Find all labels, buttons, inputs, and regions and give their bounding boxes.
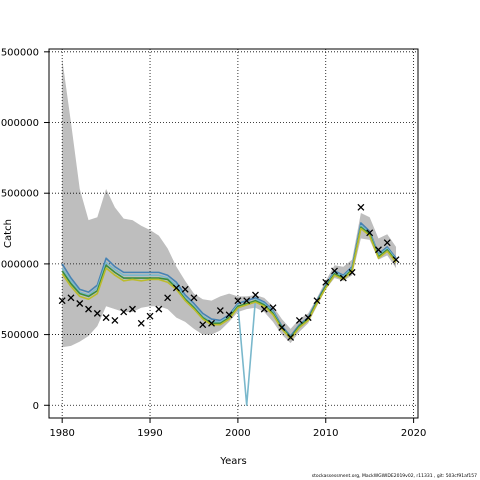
observed-catch-marker-2002	[252, 291, 259, 299]
observed-catch-marker-1990	[146, 312, 154, 320]
observed-catch-marker-1980	[58, 297, 66, 305]
x-tick-label-2010: 2010	[313, 428, 338, 439]
series-line-3	[61, 226, 397, 339]
y-tick-label-1000000: 1000000	[0, 259, 39, 270]
observed-catch-marker-2006	[287, 333, 295, 341]
series-line-4	[61, 227, 397, 340]
x-tick-label-2000: 2000	[225, 428, 250, 439]
observed-catch-marker-1992	[164, 294, 172, 302]
plot-frame	[48, 48, 419, 419]
observed-catch-marker-2004	[269, 304, 277, 312]
observed-catch-marker-1994	[181, 285, 189, 293]
observed-catch-marker-2018	[392, 256, 400, 264]
observed-catch-marker-2003	[260, 305, 268, 313]
footer-credit: stockassessment.org, MackWGWIDE2019v02, …	[311, 474, 477, 479]
observed-catch-marker-2015	[366, 229, 374, 237]
observed-catch-marker-1991	[155, 305, 163, 313]
y-tick-label-2500000: 2500000	[0, 47, 39, 58]
y-tick-label-2000000: 2000000	[0, 118, 39, 129]
observed-catch-marker-2005	[278, 324, 286, 331]
observed-catch-marker-2014	[357, 203, 365, 211]
y-axis: 0 500000 1000000 1500000 2000000 2500000	[0, 47, 49, 412]
observed-catch-marker-1996	[199, 321, 207, 329]
x-tick-label-1990: 1990	[137, 428, 162, 439]
observed-catch-marker-2001	[243, 297, 251, 305]
x-axis: 1980 1990 2000 2010 2020	[49, 418, 426, 439]
observed-catch-marker-1989	[137, 319, 145, 327]
y-axis-title: Catch	[3, 219, 14, 248]
y-tick-label-500000: 500000	[1, 330, 39, 341]
observed-catch-marker-1981	[67, 294, 75, 302]
observed-catch-layer	[58, 203, 400, 341]
observed-catch-marker-1998	[216, 307, 224, 315]
observed-catch-marker-2017	[383, 239, 391, 247]
x-tick-label-2020: 2020	[401, 428, 426, 439]
y-tick-label-0: 0	[33, 401, 39, 412]
observed-catch-marker-1995	[190, 294, 198, 302]
observed-catch-marker-1984	[93, 309, 101, 317]
observed-catch-marker-2013	[348, 268, 356, 276]
y-tick-label-1500000: 1500000	[0, 189, 39, 200]
observed-catch-marker-2012	[339, 274, 347, 282]
x-tick-label-1980: 1980	[49, 428, 74, 439]
observed-catch-marker-2009	[313, 297, 321, 305]
observed-catch-marker-1982	[76, 300, 84, 307]
observed-catch-marker-1988	[129, 305, 136, 313]
observed-catch-marker-2010	[322, 278, 330, 286]
observed-catch-marker-1999	[225, 311, 233, 319]
x-axis-title: Years	[219, 456, 246, 467]
observed-catch-marker-2011	[331, 267, 338, 275]
observed-catch-marker-1993	[172, 284, 180, 292]
observed-catch-marker-2008	[304, 314, 312, 322]
observed-catch-marker-2007	[295, 316, 303, 324]
observed-catch-marker-1985	[102, 314, 110, 322]
observed-catch-marker-1983	[85, 305, 92, 313]
observed-catch-marker-1987	[120, 308, 128, 316]
confidence-band	[62, 58, 397, 348]
observed-catch-marker-2000	[234, 297, 242, 305]
confidence-band-layer	[62, 58, 397, 348]
observed-catch-marker-2016	[375, 246, 382, 254]
observed-catch-marker-1986	[111, 316, 119, 324]
observed-catch-marker-1997	[208, 319, 215, 327]
